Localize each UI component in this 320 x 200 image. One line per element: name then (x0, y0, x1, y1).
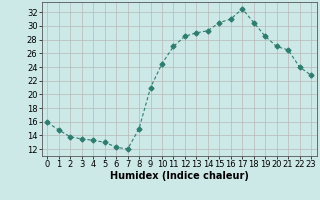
X-axis label: Humidex (Indice chaleur): Humidex (Indice chaleur) (110, 171, 249, 181)
